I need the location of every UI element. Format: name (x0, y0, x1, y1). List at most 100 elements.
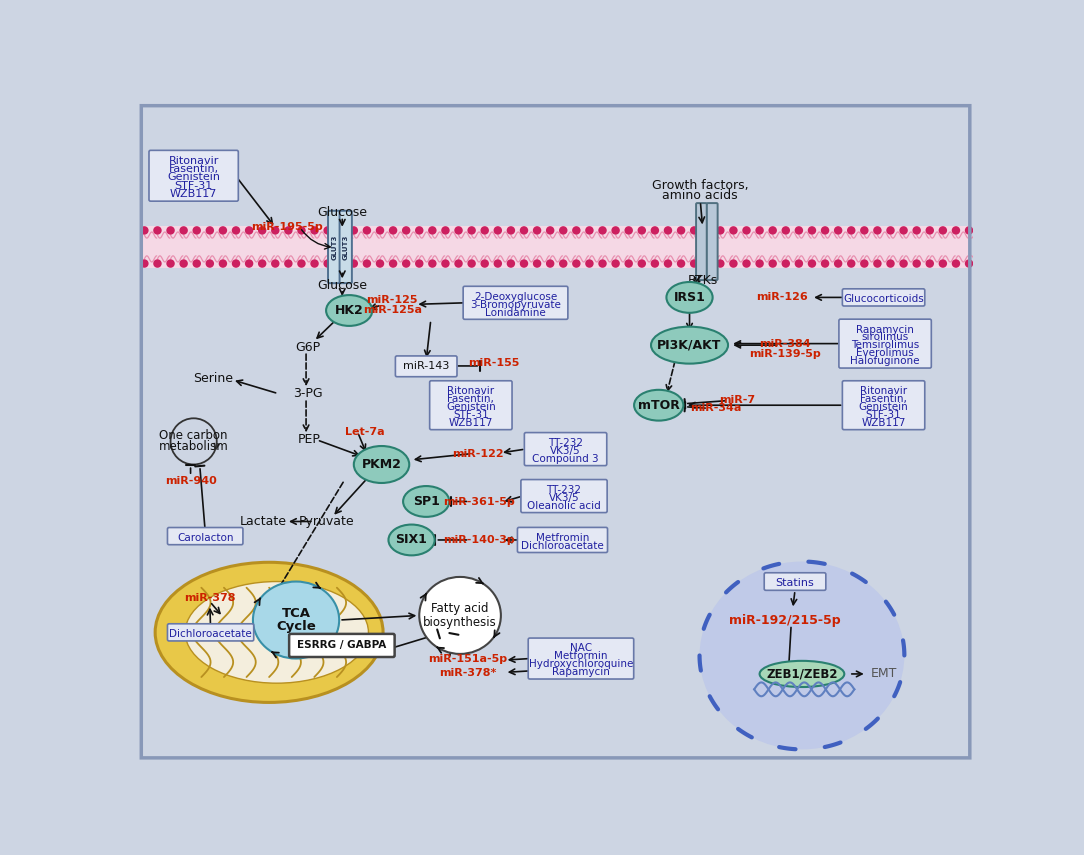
Circle shape (900, 259, 907, 268)
Circle shape (284, 227, 293, 234)
Circle shape (323, 227, 332, 234)
Ellipse shape (403, 486, 449, 517)
Text: 2-Deoxyglucose: 2-Deoxyglucose (474, 292, 557, 302)
Circle shape (585, 259, 594, 268)
Circle shape (598, 259, 607, 268)
Circle shape (153, 227, 162, 234)
FancyBboxPatch shape (167, 624, 254, 641)
Text: TT-232: TT-232 (546, 485, 581, 495)
Text: Glucose: Glucose (318, 206, 367, 219)
Text: Carolacton: Carolacton (177, 533, 233, 543)
Ellipse shape (326, 295, 372, 326)
Text: Ritonavir: Ritonavir (168, 156, 219, 166)
Circle shape (193, 227, 201, 234)
Ellipse shape (651, 327, 728, 363)
Text: Dichloroacetate: Dichloroacetate (521, 540, 604, 551)
Text: RTKs: RTKs (687, 274, 718, 286)
Text: Oleanolic acid: Oleanolic acid (527, 501, 601, 510)
Ellipse shape (253, 581, 339, 658)
FancyBboxPatch shape (149, 150, 238, 201)
Circle shape (939, 227, 947, 234)
Circle shape (952, 259, 960, 268)
FancyBboxPatch shape (517, 528, 607, 552)
Circle shape (952, 227, 960, 234)
Text: miR-361-5p: miR-361-5p (443, 498, 515, 507)
FancyBboxPatch shape (167, 528, 243, 545)
Circle shape (717, 259, 724, 268)
Circle shape (166, 227, 175, 234)
Text: PEP: PEP (298, 433, 321, 446)
Circle shape (913, 259, 921, 268)
Circle shape (572, 259, 581, 268)
Text: Fasentin,: Fasentin, (169, 164, 219, 174)
Circle shape (913, 227, 921, 234)
Circle shape (297, 259, 306, 268)
Circle shape (689, 227, 698, 234)
Text: Growth factors,: Growth factors, (651, 180, 749, 192)
Bar (142, 226, 969, 268)
Text: miR-192/215-5p: miR-192/215-5p (730, 614, 841, 627)
Text: IRS1: IRS1 (673, 291, 706, 304)
Text: Rapamycin: Rapamycin (856, 325, 914, 334)
Text: Metfromin: Metfromin (535, 533, 590, 543)
FancyBboxPatch shape (339, 211, 352, 283)
Circle shape (533, 259, 541, 268)
Circle shape (663, 259, 672, 268)
Circle shape (180, 227, 188, 234)
Text: GLUT3: GLUT3 (343, 234, 349, 260)
Circle shape (887, 259, 894, 268)
FancyBboxPatch shape (396, 356, 457, 377)
Circle shape (756, 259, 764, 268)
Circle shape (624, 227, 633, 234)
Circle shape (441, 259, 450, 268)
Text: Halofuginone: Halofuginone (850, 357, 920, 366)
Circle shape (140, 259, 149, 268)
Circle shape (519, 259, 528, 268)
Text: Lactate: Lactate (241, 515, 287, 528)
Ellipse shape (667, 282, 712, 313)
Text: Dichloroacetate: Dichloroacetate (169, 629, 251, 640)
Circle shape (180, 259, 188, 268)
Text: Let-7a: Let-7a (345, 428, 384, 437)
Circle shape (769, 227, 777, 234)
Ellipse shape (760, 661, 844, 687)
Text: NAC: NAC (570, 644, 592, 653)
Circle shape (704, 227, 711, 234)
Circle shape (336, 259, 345, 268)
FancyBboxPatch shape (429, 380, 512, 430)
Text: Statins: Statins (776, 578, 814, 588)
Circle shape (245, 227, 254, 234)
Circle shape (454, 227, 463, 234)
Ellipse shape (699, 562, 904, 749)
Text: PKM2: PKM2 (362, 458, 401, 471)
Text: G6P: G6P (295, 341, 320, 354)
Circle shape (232, 259, 241, 268)
Circle shape (860, 227, 868, 234)
Circle shape (663, 227, 672, 234)
Text: WZB117: WZB117 (449, 418, 493, 428)
Text: miR-143: miR-143 (403, 361, 450, 371)
Text: metabolism: metabolism (158, 439, 229, 452)
Circle shape (546, 227, 554, 234)
Circle shape (743, 259, 751, 268)
Circle shape (611, 227, 620, 234)
Text: ZEB1/ZEB2: ZEB1/ZEB2 (766, 668, 838, 681)
Circle shape (834, 227, 842, 234)
Text: miR-384: miR-384 (759, 339, 811, 349)
FancyBboxPatch shape (696, 203, 707, 280)
Circle shape (887, 227, 894, 234)
Circle shape (676, 227, 685, 234)
Text: Glucose: Glucose (318, 279, 367, 292)
Circle shape (795, 227, 803, 234)
Circle shape (140, 227, 149, 234)
Circle shape (650, 227, 659, 234)
Circle shape (206, 259, 214, 268)
Circle shape (297, 227, 306, 234)
Circle shape (676, 259, 685, 268)
Circle shape (206, 227, 214, 234)
FancyBboxPatch shape (528, 638, 634, 679)
Circle shape (519, 227, 528, 234)
Circle shape (821, 259, 829, 268)
Circle shape (193, 259, 201, 268)
Circle shape (795, 259, 803, 268)
